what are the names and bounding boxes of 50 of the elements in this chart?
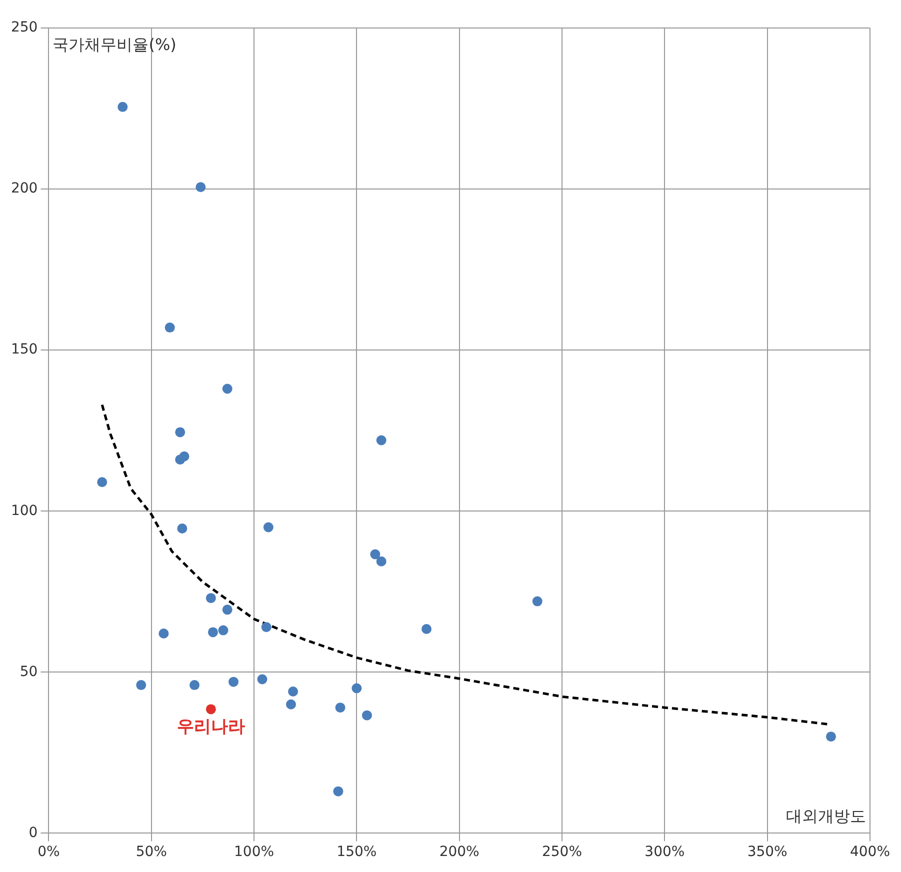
y-tick-label: 150 <box>10 342 38 358</box>
point <box>376 556 386 566</box>
y-tick-label: 50 <box>20 664 38 680</box>
point <box>177 524 188 534</box>
point <box>352 683 362 694</box>
point <box>228 676 239 687</box>
point <box>97 477 108 488</box>
point <box>263 522 274 532</box>
point <box>422 624 432 634</box>
x-tick-label: 200% <box>439 844 480 860</box>
point <box>362 710 372 720</box>
point <box>335 702 346 713</box>
x-tick-label: 300% <box>644 844 685 860</box>
point <box>118 102 128 112</box>
x-tick-label: 250% <box>542 844 582 860</box>
x-tick-label: 0% <box>38 844 60 860</box>
point <box>175 454 186 465</box>
point <box>370 549 380 560</box>
point <box>164 322 175 333</box>
x-axis-title: 대외개방도 <box>786 806 866 826</box>
point <box>288 686 298 696</box>
point <box>218 625 228 636</box>
x-tick-label: 150% <box>336 844 377 860</box>
point <box>261 622 272 632</box>
point <box>286 699 296 710</box>
x-tick-label: 50% <box>136 844 167 860</box>
point <box>333 786 344 796</box>
y-tick-label: 100 <box>10 502 38 519</box>
point <box>189 680 200 690</box>
point <box>206 593 216 604</box>
point <box>158 628 169 639</box>
point <box>222 604 232 615</box>
point <box>175 427 186 438</box>
point <box>206 704 216 714</box>
point <box>257 674 268 684</box>
x-tick-label: 400% <box>850 844 890 860</box>
point <box>222 384 232 394</box>
point <box>208 627 218 638</box>
x-tick-label: 350% <box>747 844 788 860</box>
x-tick-label: 100% <box>234 844 274 860</box>
series-label: 우리나라 <box>176 717 245 738</box>
point <box>532 596 542 606</box>
y-axis-title: 국가채무비율(%) <box>52 35 176 54</box>
point <box>826 732 836 742</box>
point <box>136 680 146 690</box>
point <box>196 182 206 192</box>
y-tick-label: 200 <box>10 180 38 197</box>
y-tick-label: 0 <box>28 824 38 841</box>
y-tick-label: 250 <box>10 20 38 36</box>
point <box>376 435 386 446</box>
